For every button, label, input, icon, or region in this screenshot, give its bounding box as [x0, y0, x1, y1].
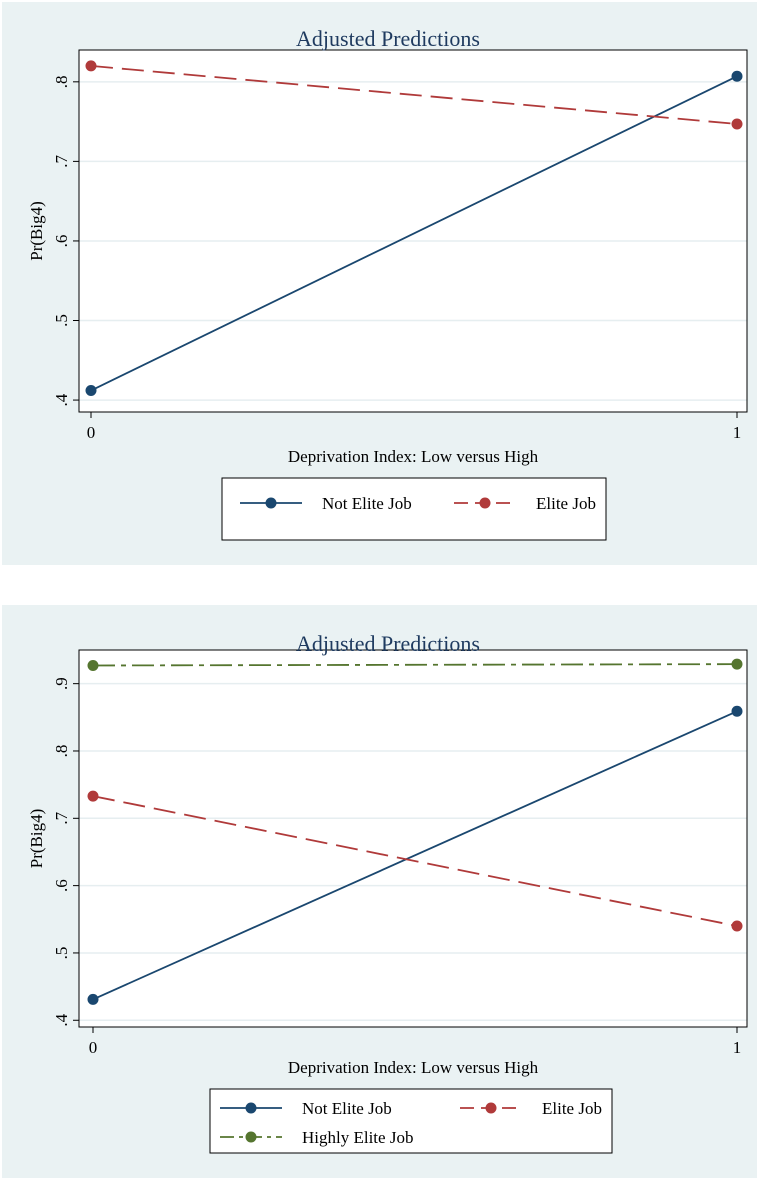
- plot-border: [78, 649, 748, 1028]
- y-tick-label: .7: [52, 155, 71, 168]
- y-tick-label: .5: [52, 947, 71, 960]
- data-point: [87, 659, 99, 671]
- x-tick-label: 1: [733, 1038, 742, 1057]
- data-point: [731, 118, 743, 130]
- legend-label: Not Elite Job: [302, 1099, 392, 1118]
- plot-area: [78, 49, 748, 413]
- x-tick-label: 0: [89, 1038, 98, 1057]
- legend-label: Highly Elite Job: [302, 1128, 413, 1147]
- x-axis-label: Deprivation Index: Low versus High: [288, 1058, 539, 1077]
- y-tick-label: .4: [52, 393, 71, 406]
- chart-title: Adjusted Predictions: [296, 26, 480, 51]
- y-tick-label: .7: [52, 811, 71, 824]
- x-tick-label: 0: [87, 423, 96, 442]
- chart-svg-2: .4 .5 .6 .7 .8 .9 0 1 Adjusted Predictions Depriv…: [27, 631, 748, 1154]
- y-tick-label: .8: [52, 75, 71, 88]
- legend-marker: [245, 1102, 257, 1114]
- y-tick-label: .6: [52, 235, 71, 248]
- series-line-0: [92, 710, 738, 1001]
- legend-box: [209, 1088, 613, 1154]
- chart-svg-1: .4 .5 .6 .7 .8 0 1 Adjusted Predictions Deprivat…: [27, 26, 748, 541]
- y-tick-label: .5: [52, 314, 71, 327]
- chart-panel-2: .4 .5 .6 .7 .8 .9 0 1 Adjusted Predictions Depriv…: [2, 605, 757, 1178]
- data-point: [731, 920, 743, 932]
- y-tick-label: .9: [52, 677, 71, 690]
- chart-title: Adjusted Predictions: [296, 631, 480, 656]
- legend-marker: [485, 1102, 497, 1114]
- plot-area: [78, 649, 748, 1028]
- data-point: [731, 70, 743, 82]
- x-axis-label: Deprivation Index: Low versus High: [288, 447, 539, 466]
- series-line-2: [92, 663, 738, 667]
- y-axis-label: Pr(Big4): [27, 201, 46, 261]
- series-line-0: [90, 75, 738, 392]
- data-point: [731, 705, 743, 717]
- legend-marker: [479, 497, 491, 509]
- legend-marker: [265, 497, 277, 509]
- legend-box: [221, 477, 607, 541]
- chart-panel-1: .4 .5 .6 .7 .8 0 1 Adjusted Predictions Deprivat…: [2, 2, 757, 565]
- x-tick-label: 1: [733, 423, 742, 442]
- legend-label: Not Elite Job: [322, 494, 412, 513]
- y-axis-label: Pr(Big4): [27, 809, 46, 869]
- legend-label: Elite Job: [542, 1099, 602, 1118]
- data-point: [87, 790, 99, 802]
- data-point: [85, 60, 97, 72]
- legend-marker: [245, 1131, 257, 1143]
- y-tick-label: .6: [52, 879, 71, 892]
- y-tick-label: .4: [52, 1013, 71, 1026]
- series-line-1: [90, 65, 738, 125]
- data-point: [85, 385, 97, 397]
- y-tick-label: .8: [52, 745, 71, 758]
- plot-border: [78, 49, 748, 413]
- series-line-1: [92, 795, 738, 927]
- legend-label: Elite Job: [536, 494, 596, 513]
- data-point: [731, 658, 743, 670]
- data-point: [87, 993, 99, 1005]
